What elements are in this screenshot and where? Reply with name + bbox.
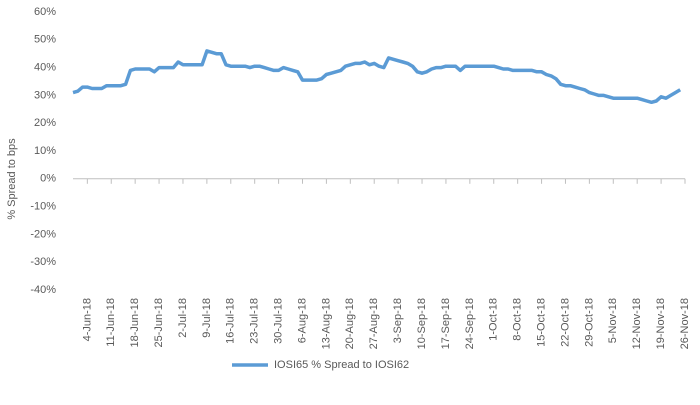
legend-label: IOSI65 % Spread to IOSI62 [274, 359, 409, 371]
x-tick-label: 12-Nov-18 [631, 298, 643, 349]
x-tick-label: 17-Sep-18 [440, 298, 452, 349]
x-tick-label: 6-Aug-18 [296, 298, 308, 343]
x-tick-label: 9-Jul-18 [201, 298, 213, 338]
x-tick-label: 24-Sep-18 [464, 298, 476, 349]
y-tick-label: 50% [34, 34, 56, 46]
y-tick-label: 40% [34, 62, 56, 74]
x-tick-label: 29-Oct-18 [583, 298, 595, 347]
x-tick-label: 1-Oct-18 [488, 298, 500, 341]
x-tick-label: 18-Jun-18 [129, 298, 141, 348]
y-tick-label: 10% [34, 145, 56, 157]
x-tick-label: 19-Nov-18 [655, 298, 667, 349]
y-tick-label: -30% [30, 256, 56, 268]
y-tick-label: 0% [40, 173, 56, 185]
x-tick-label: 5-Nov-18 [607, 298, 619, 343]
x-tick-label: 20-Aug-18 [344, 298, 356, 349]
y-tick-label: 20% [34, 117, 56, 129]
x-tick-label: 22-Oct-18 [559, 298, 571, 347]
y-tick-label: -40% [30, 284, 56, 296]
x-tick-label: 11-Jun-18 [105, 298, 117, 347]
x-tick-label: 15-Oct-18 [535, 298, 547, 347]
x-tick-label: 23-Jul-18 [249, 298, 261, 344]
y-tick-label: -20% [30, 228, 56, 240]
x-tick-label: 2-Jul-18 [177, 298, 189, 338]
x-tick-label: 25-Jun-18 [153, 298, 165, 348]
x-tick-label: 4-Jun-18 [81, 298, 93, 341]
x-tick-label: 26-Nov-18 [679, 298, 691, 349]
y-tick-label: 30% [34, 89, 56, 101]
x-tick-label: 16-Jul-18 [225, 298, 237, 344]
data-line [72, 49, 682, 105]
y-tick-label: -10% [30, 201, 56, 213]
y-axis-label: % Spread to bps [6, 138, 18, 220]
x-tick-label: 8-Oct-18 [512, 298, 524, 341]
x-tick-label: 10-Sep-18 [416, 298, 428, 349]
x-tick-label: 3-Sep-18 [392, 298, 404, 343]
x-tick-label: 13-Aug-18 [320, 298, 332, 349]
y-tick-label: 60% [34, 6, 56, 18]
x-tick-label: 30-Jul-18 [273, 298, 285, 344]
x-tick-label: 27-Aug-18 [368, 298, 380, 349]
